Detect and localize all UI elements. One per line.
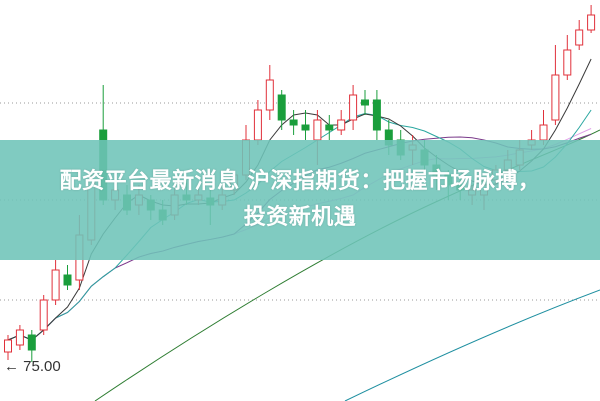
candle-body <box>51 269 60 301</box>
candle-body <box>361 99 369 106</box>
candle-body <box>63 274 72 286</box>
headline-line-1: 配资平台最新消息 沪深指期货：把握市场脉搏， <box>59 169 541 194</box>
candle-body <box>39 299 48 331</box>
ma-long-line-2 <box>344 289 600 401</box>
candle-body <box>265 79 274 111</box>
candle-body <box>289 119 298 126</box>
candle-body <box>15 329 24 346</box>
low-price-marker: ← 75.00 <box>4 358 61 375</box>
candle-body <box>301 124 310 131</box>
candle-body <box>313 119 322 141</box>
candle-body <box>325 124 334 131</box>
candle-body <box>27 334 36 351</box>
candle-body <box>253 109 262 141</box>
candle-body <box>4 339 12 353</box>
candle-body <box>372 99 381 131</box>
candle-body <box>575 29 584 46</box>
headline-banner: 配资平台最新消息 沪深指期货：把握市场脉搏， 投资新机遇 <box>0 140 600 260</box>
candle-body <box>337 119 346 131</box>
low-price-value: 75.00 <box>23 358 61 375</box>
candle-body <box>277 94 286 121</box>
candle-body <box>551 74 560 121</box>
candle-body <box>349 94 358 121</box>
candle-body <box>539 124 548 141</box>
candle-body <box>563 49 572 76</box>
headline-line-2: 投资新机遇 <box>243 205 357 230</box>
candle-body <box>587 14 596 31</box>
